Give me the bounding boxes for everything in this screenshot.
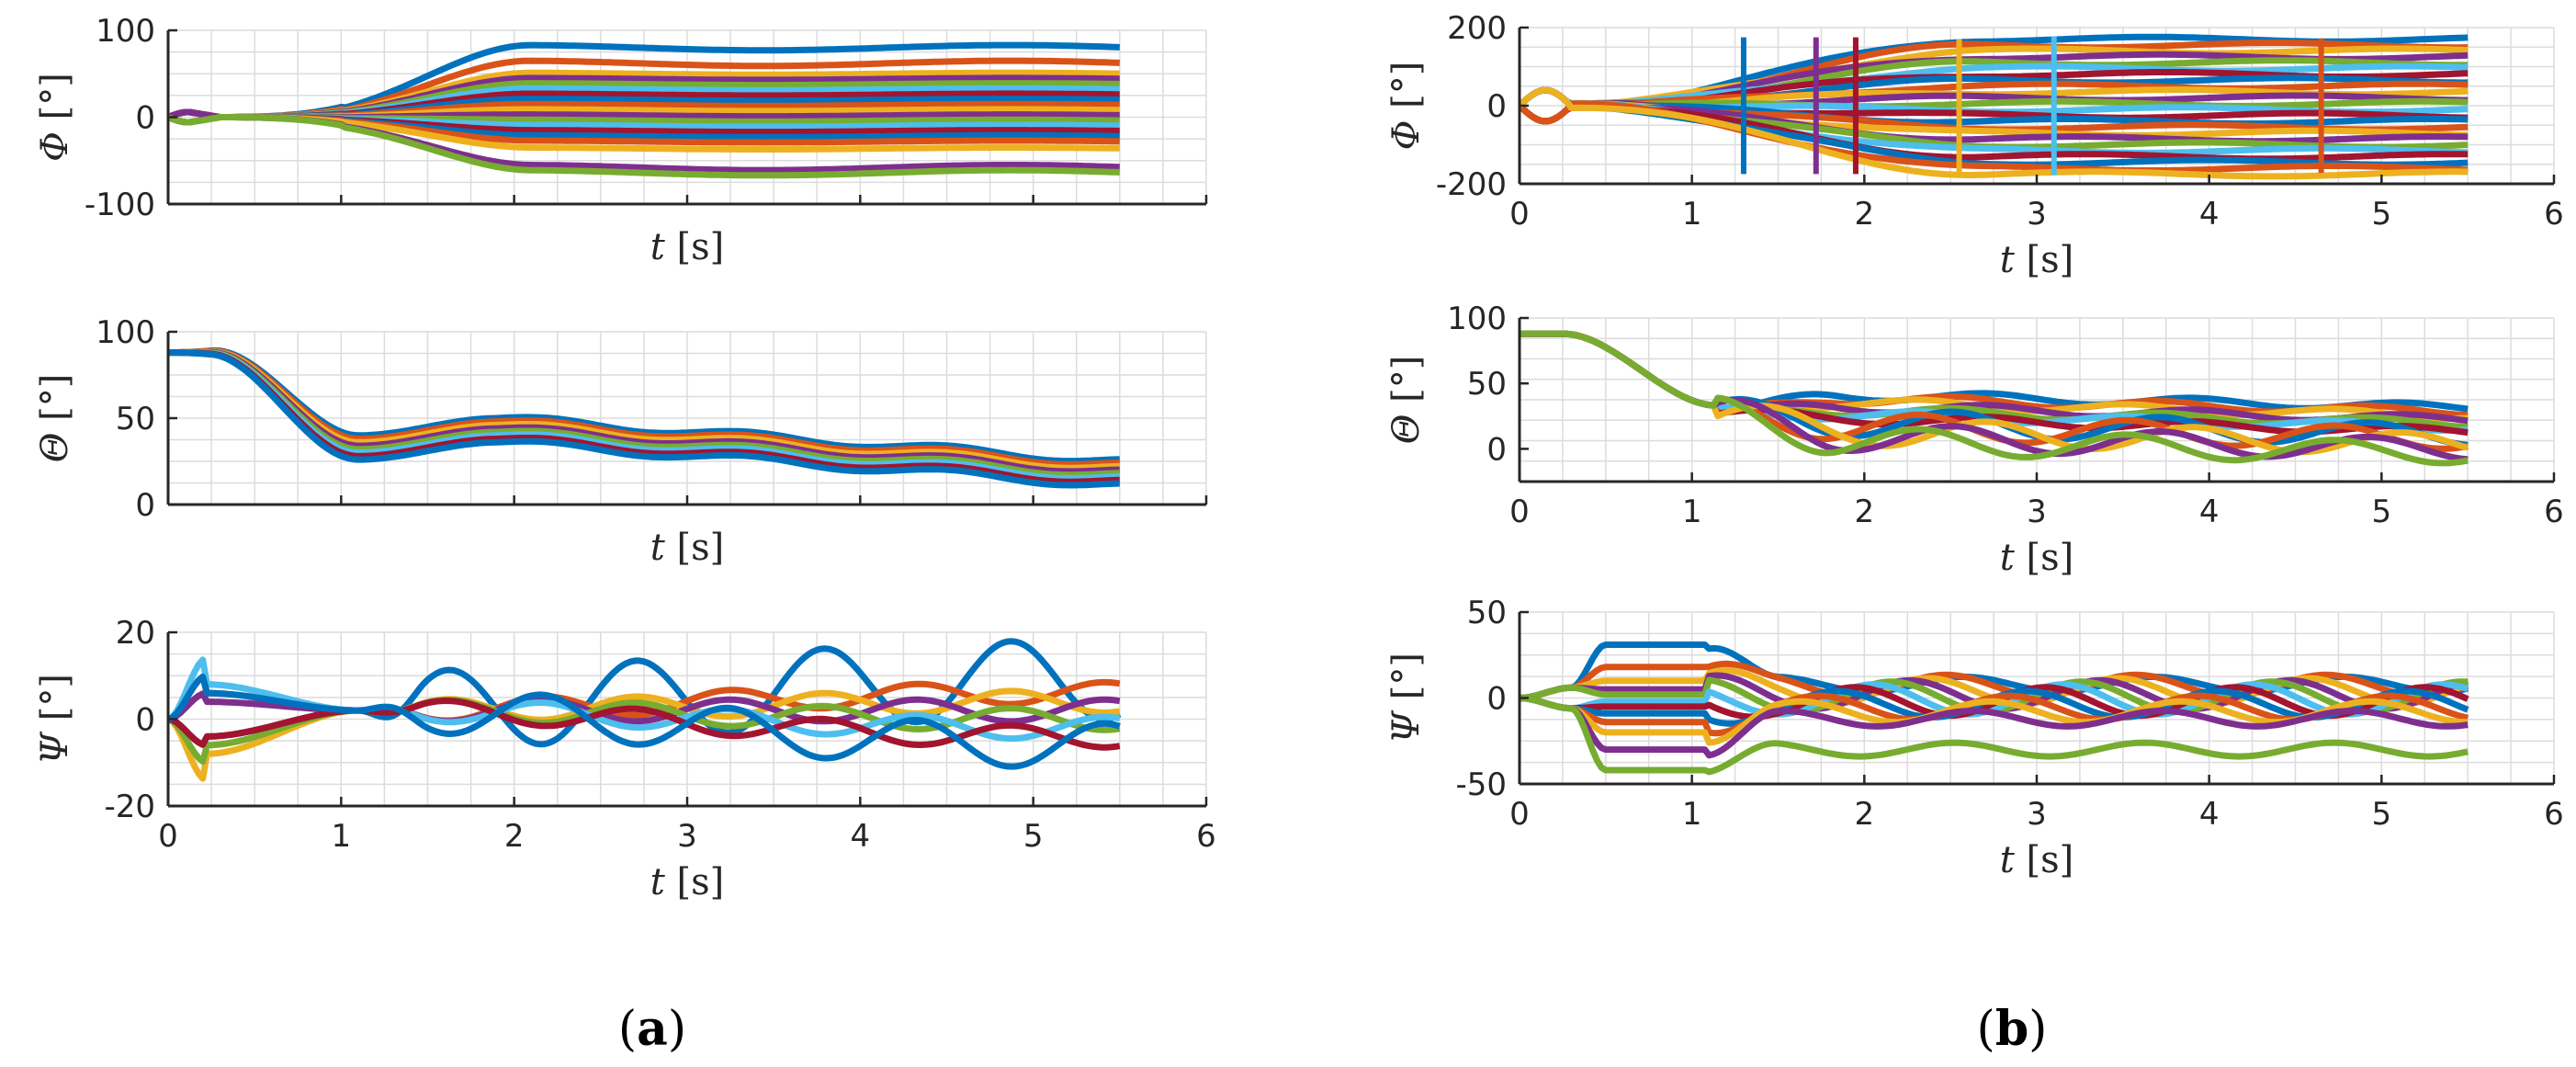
y-axis-label: Φ [°]	[1385, 62, 1428, 151]
y-tick-label: -50	[1455, 766, 1507, 803]
x-tick-label: 1	[1682, 796, 1702, 833]
y-tick-label: -100	[85, 187, 155, 223]
series-line	[1520, 695, 2469, 759]
x-tick-label: 3	[2027, 494, 2047, 530]
x-tick-label: 2	[1855, 196, 1875, 233]
x-tick-label: 5	[2372, 796, 2392, 833]
x-axis-label: t [s]	[650, 226, 725, 268]
y-tick-label: 20	[116, 615, 155, 652]
y-tick-label: 0	[135, 702, 155, 739]
series-line	[1520, 330, 2469, 467]
y-axis-label: Φ [°]	[34, 73, 76, 162]
y-axis-label: Θ [°]	[1385, 356, 1428, 445]
y-axis-label: Ψ [°]	[1385, 653, 1428, 743]
x-tick-label: 3	[677, 818, 697, 855]
y-tick-label: 100	[1447, 301, 1507, 337]
x-tick-label: 6	[2544, 196, 2564, 233]
x-tick-label: 5	[2372, 494, 2392, 530]
chart-a-theta: 0 50 100 t [s] Θ [°]	[34, 314, 1208, 569]
x-tick-label: 6	[1196, 818, 1216, 855]
series-line	[168, 698, 1121, 751]
series-line	[168, 349, 1120, 489]
x-tick-label: 4	[2199, 196, 2220, 233]
y-axis-label: Θ [°]	[34, 374, 76, 463]
x-tick-label: 0	[158, 818, 178, 855]
y-tick-label: 0	[1486, 681, 1507, 718]
x-tick-label: 1	[1682, 196, 1702, 233]
x-tick-label: 0	[1509, 796, 1530, 833]
series-group	[168, 638, 1122, 782]
chart-b-theta: 0 1 2 3 4 5 6 0 50 100 t [s] Θ [°]	[1385, 301, 2564, 579]
x-tick-label: 6	[2544, 796, 2564, 833]
x-tick-label: 4	[851, 818, 871, 855]
y-tick-label: 50	[116, 401, 155, 437]
series-line	[1520, 695, 2469, 776]
x-axis-label: t [s]	[650, 861, 725, 903]
x-tick-label: 1	[332, 818, 352, 855]
x-axis-label: t [s]	[2000, 239, 2074, 281]
x-axis-label: t [s]	[2000, 537, 2074, 579]
x-axis-label: t [s]	[2000, 839, 2074, 881]
panel-label-a: (a)	[618, 1001, 686, 1057]
series-group	[1520, 330, 2469, 467]
x-tick-label: 5	[1023, 818, 1044, 855]
y-tick-label: -200	[1436, 166, 1507, 203]
x-axis-label: t [s]	[650, 527, 725, 569]
series-group	[168, 346, 1120, 489]
y-tick-label: 100	[96, 13, 155, 50]
series-group	[1520, 641, 2469, 776]
panel-label-b: (b)	[1977, 1001, 2048, 1057]
series-line	[1520, 86, 2469, 180]
x-tick-label: 5	[2372, 196, 2392, 233]
y-axis-label: Ψ [°]	[34, 674, 76, 765]
y-tick-label: 50	[1467, 595, 1507, 631]
x-tick-label: 3	[2027, 796, 2047, 833]
series-group	[168, 41, 1120, 179]
y-tick-label: 100	[96, 314, 155, 351]
chart-a-phi: -100 0 100 t [s] Φ [°]	[34, 13, 1208, 268]
series-line	[168, 673, 1121, 770]
y-tick-label: 0	[135, 100, 155, 137]
x-tick-label: 2	[1855, 796, 1875, 833]
x-tick-label: 2	[504, 818, 525, 855]
x-tick-label: 4	[2199, 796, 2220, 833]
x-tick-label: 4	[2199, 494, 2220, 530]
x-tick-label: 3	[2027, 196, 2047, 233]
y-tick-label: 0	[1486, 88, 1507, 125]
x-tick-label: 1	[1682, 494, 1702, 530]
y-tick-label: -20	[104, 789, 155, 825]
series-line	[1520, 681, 2469, 718]
series-line	[168, 114, 1120, 179]
x-tick-label: 2	[1855, 494, 1875, 530]
x-tick-label: 0	[1509, 494, 1530, 530]
x-tick-label: 0	[1509, 196, 1530, 233]
y-tick-label: 0	[135, 487, 155, 524]
y-tick-label: 0	[1486, 431, 1507, 468]
y-tick-label: 200	[1447, 10, 1507, 47]
y-tick-label: 50	[1467, 366, 1507, 403]
x-tick-label: 6	[2544, 494, 2564, 530]
series-group	[1520, 33, 2469, 180]
